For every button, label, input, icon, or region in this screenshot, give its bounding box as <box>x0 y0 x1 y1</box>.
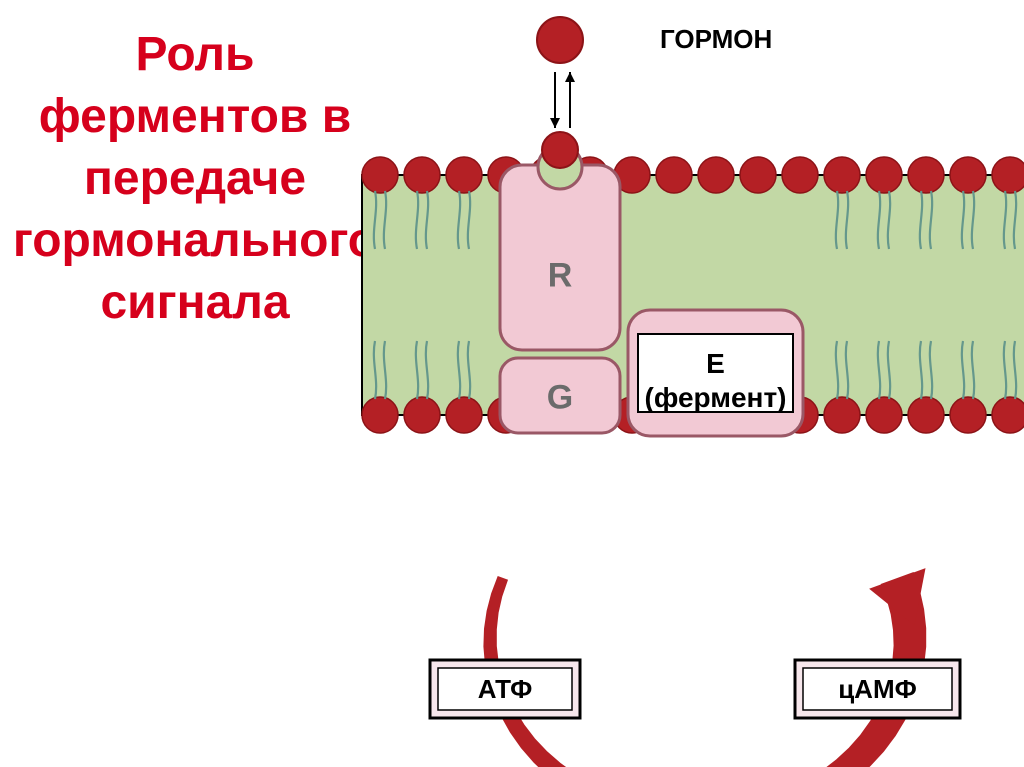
lipid-head <box>908 397 944 433</box>
lipid-head <box>446 397 482 433</box>
lipid-head <box>698 157 734 193</box>
lipid-head <box>950 397 986 433</box>
protein-E-label: Е <box>706 348 725 379</box>
lipid-head <box>908 157 944 193</box>
title-line: сигнала <box>100 276 289 329</box>
lipid-head <box>362 397 398 433</box>
camp-box: цАМФ <box>795 660 960 718</box>
lipid-head <box>656 157 692 193</box>
hormone-label: ГОРМОН <box>660 24 772 54</box>
protein-R: R <box>500 145 620 350</box>
title-line: гормонального <box>13 214 377 267</box>
title-line: Роль <box>136 28 255 81</box>
lipid-head <box>824 397 860 433</box>
protein-G: G <box>500 358 620 433</box>
protein-E-label: (фермент) <box>645 382 787 413</box>
lipid-head <box>992 157 1024 193</box>
protein-G-label: G <box>547 378 573 416</box>
atp-box-label: АТФ <box>478 674 533 704</box>
lipid-head <box>446 157 482 193</box>
title-line: ферментов в <box>39 90 352 143</box>
atp-box: АТФ <box>430 660 580 718</box>
protein-R-label: R <box>548 256 573 294</box>
lipid-head <box>782 157 818 193</box>
protein-E: Е(фермент) <box>628 310 803 436</box>
hormone-free <box>537 17 583 63</box>
lipid-head <box>824 157 860 193</box>
lipid-head <box>404 397 440 433</box>
lipid-head <box>404 157 440 193</box>
title-line: передаче <box>84 152 306 205</box>
lipid-head <box>740 157 776 193</box>
lipid-head <box>992 397 1024 433</box>
camp-box-label: цАМФ <box>838 674 917 704</box>
lipid-head <box>866 397 902 433</box>
hormone-group: ГОРМОН <box>537 17 772 168</box>
lipid-head <box>362 157 398 193</box>
lipid-head <box>866 157 902 193</box>
lipid-head <box>950 157 986 193</box>
hormone-bound <box>542 132 578 168</box>
title: Роль ферментов в передаче гормонального сигн… <box>13 28 377 329</box>
